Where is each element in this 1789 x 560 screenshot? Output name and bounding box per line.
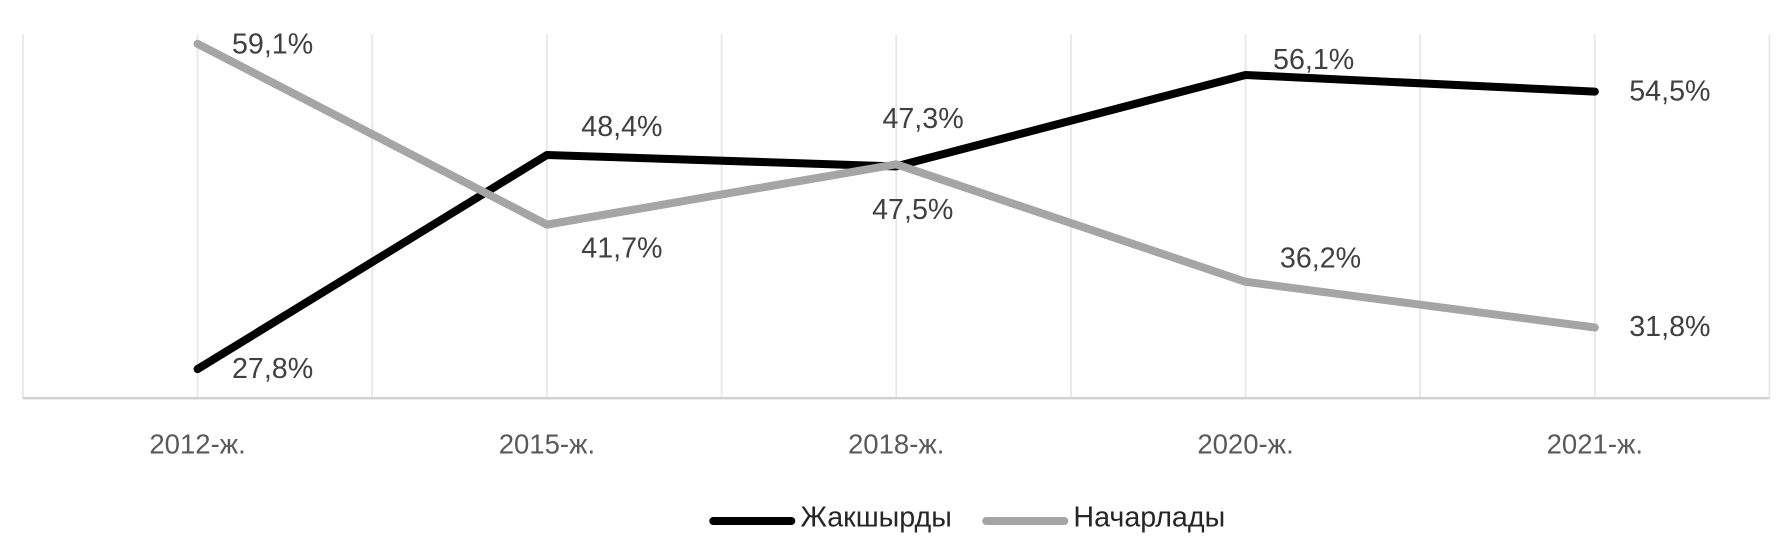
legend-label: Жакшырды	[800, 501, 951, 533]
data-label: 41,7%	[581, 232, 662, 264]
x-tick-label: 2020-ж.	[1197, 429, 1293, 460]
data-label: 54,5%	[1629, 75, 1710, 107]
data-label: 27,8%	[232, 353, 313, 385]
x-tick-label: 2012-ж.	[149, 429, 245, 460]
x-tick-label: 2018-ж.	[848, 429, 944, 460]
x-tick-label: 2021-ж.	[1547, 429, 1643, 460]
data-label: 59,1%	[232, 29, 313, 61]
data-label: 36,2%	[1280, 243, 1361, 275]
data-label: 48,4%	[581, 111, 662, 143]
data-label: 31,8%	[1629, 311, 1710, 343]
data-label: 56,1%	[1273, 44, 1354, 76]
data-label: 47,5%	[872, 194, 953, 226]
x-tick-label: 2015-ж.	[499, 429, 595, 460]
series-line	[193, 39, 1599, 332]
data-label: 47,3%	[882, 103, 963, 135]
legend-label: Начарлады	[1073, 501, 1225, 533]
